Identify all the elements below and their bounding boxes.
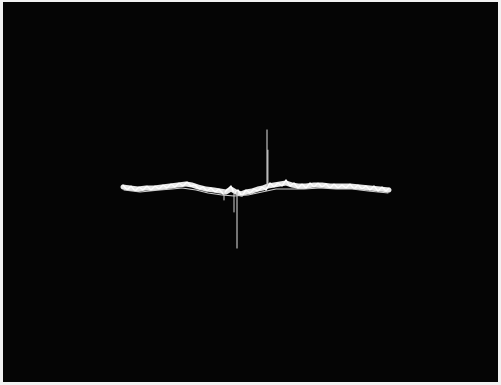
oscilloscope-photo xyxy=(0,0,501,385)
page xyxy=(0,0,501,385)
